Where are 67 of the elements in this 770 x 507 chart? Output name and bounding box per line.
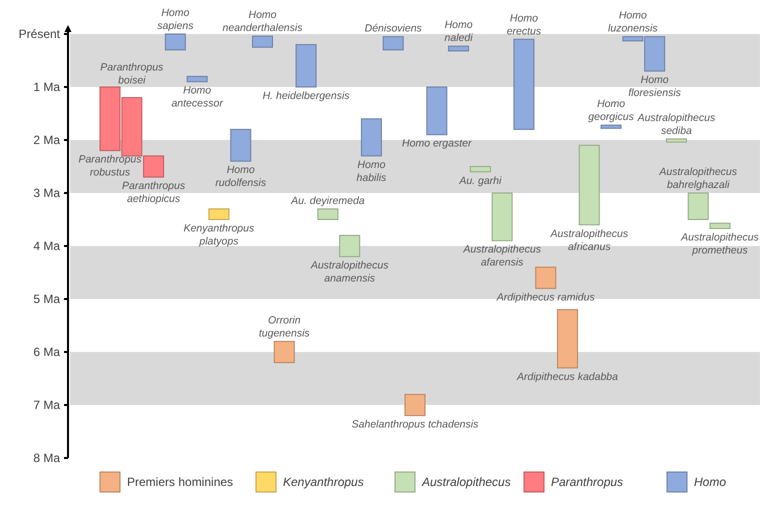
bar [557,309,578,368]
bar [252,36,273,48]
x-tick-label: Sahelanthropus tchadensis [352,418,480,431]
y-tick-label: Présent [18,27,61,41]
bar [448,46,470,52]
x-tick-label: Australopithecus anamensis [310,260,390,285]
bar [317,208,338,220]
x-tick-label: Homo habilis [356,158,388,184]
x-tick-label: Australopithecus africanus [549,228,629,253]
x-tick-label: Au. deyiremeda [290,194,365,207]
x-tick-label: Paranthropus aethiopicus [122,180,186,206]
x-tick-label: Homo rudolfensis [215,164,267,190]
bar [186,76,208,82]
x-tick-label: Kenyanthropus platyops [184,222,255,248]
x-tick-label: Homo antecessor [171,84,224,110]
legend-label: Australopithecus [421,475,511,489]
bar [578,144,600,226]
bar [492,192,513,242]
x-tick-label: Orrorin tugenensis [258,314,310,340]
y-tick-label: 4 Ma [33,239,60,253]
bar [404,394,426,416]
y-tick-label: 3 Ma [33,186,60,200]
y-tick-label: 2 Ma [33,133,60,147]
legend-label: Premiers hominines [127,475,234,489]
bar [710,222,730,230]
x-tick-label: Australopithecus bahrelghazali [658,166,738,191]
y-tick-label: 7 Ma [33,398,60,412]
x-tick-label: Australopithecus sediba [636,112,716,137]
x-tick-label: Homo luzonensis [608,10,658,35]
bar [360,118,382,156]
x-tick-label: Au. garhi [458,174,502,187]
bar [426,86,448,136]
bar [688,192,709,220]
bar [274,340,295,364]
bar [535,266,556,289]
x-tick-label: Australopithecus afarensis [462,244,542,269]
x-tick-label: Homo georgicus [588,98,635,124]
bar [666,138,687,143]
y-tick-label: 5 Ma [33,292,60,306]
x-tick-label: Ardipithecus kadabba [516,370,618,383]
x-tick-label: Homo floresiensis [628,74,682,100]
bar [470,166,491,172]
x-tick-label: Australopithecus prometheus [680,232,760,257]
bar [382,36,404,50]
bar [600,124,622,129]
y-tick-label: 6 Ma [33,345,60,359]
x-tick-label: Dénisoviens [364,22,423,35]
y-tick-label: 1 Ma [33,80,60,94]
x-tick-label: Homo naledi [444,19,474,44]
bar [513,38,534,130]
y-tick-label: 8 Ma [33,451,60,465]
x-tick-label: Homo sapiens [157,7,194,32]
x-tick-label: Paranthropus boisei [100,62,164,87]
bar [164,34,186,50]
legend-label: Kenyanthropus [283,475,364,489]
x-tick-label: Homo neanderthalensis [222,9,304,34]
bar [208,208,230,220]
legend-label: Paranthropus [551,475,624,489]
bar [230,128,252,162]
x-tick-label: Homo erectus [506,12,542,38]
x-tick-label: Homo ergaster [402,138,472,150]
bar [339,234,360,258]
bar [296,44,317,88]
legend-label: Homo [694,475,726,489]
x-tick-label: Ardipithecus ramidus [496,291,596,304]
x-tick-label: Paranthropus robustus [78,154,142,179]
x-tick-label: H. heidelbergensis [262,90,350,102]
